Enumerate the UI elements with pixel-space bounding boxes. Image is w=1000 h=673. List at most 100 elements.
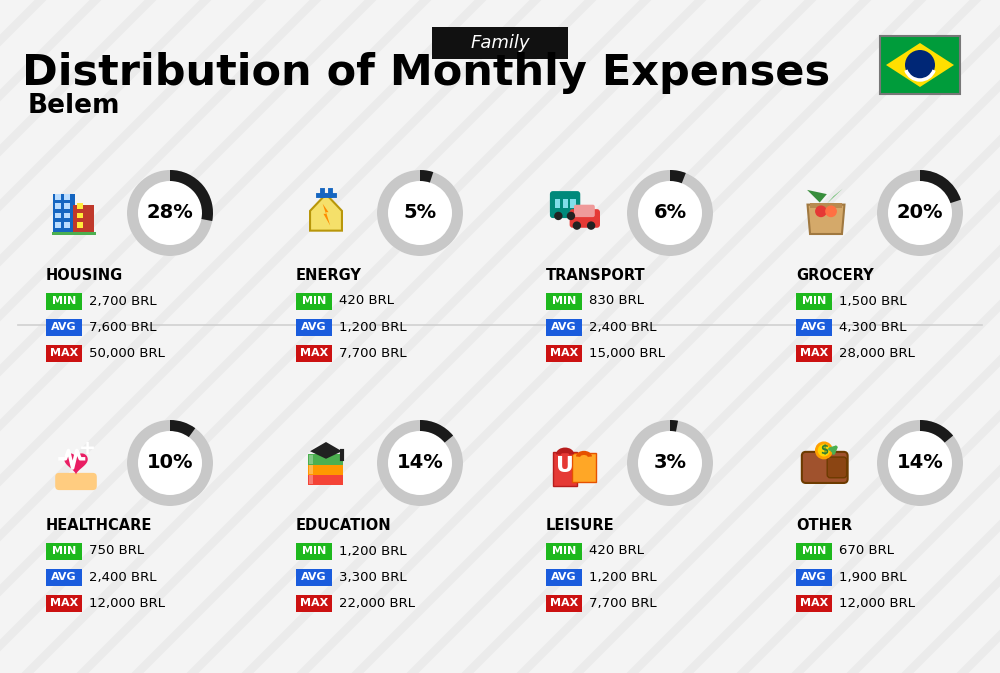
Text: 28,000 BRL: 28,000 BRL (839, 347, 915, 359)
Wedge shape (877, 420, 963, 506)
FancyBboxPatch shape (796, 542, 832, 559)
FancyBboxPatch shape (555, 199, 560, 208)
FancyBboxPatch shape (77, 222, 83, 227)
FancyBboxPatch shape (52, 232, 96, 235)
FancyBboxPatch shape (810, 203, 842, 208)
FancyBboxPatch shape (308, 474, 343, 485)
Circle shape (627, 420, 713, 506)
FancyBboxPatch shape (546, 594, 582, 612)
Text: 14%: 14% (397, 454, 443, 472)
FancyBboxPatch shape (296, 345, 332, 361)
FancyBboxPatch shape (308, 454, 343, 465)
Polygon shape (808, 205, 844, 234)
Text: AVG: AVG (301, 322, 327, 332)
Text: HOUSING: HOUSING (46, 267, 123, 283)
FancyBboxPatch shape (64, 222, 70, 227)
FancyBboxPatch shape (550, 191, 580, 218)
Text: OTHER: OTHER (796, 518, 852, 532)
FancyBboxPatch shape (572, 454, 596, 482)
FancyBboxPatch shape (546, 293, 582, 310)
Circle shape (573, 221, 581, 229)
Circle shape (554, 212, 563, 220)
FancyBboxPatch shape (296, 594, 332, 612)
Text: AVG: AVG (801, 322, 827, 332)
Wedge shape (127, 420, 213, 506)
Circle shape (815, 205, 827, 217)
Polygon shape (827, 188, 843, 204)
Text: 1,500 BRL: 1,500 BRL (839, 295, 907, 308)
FancyBboxPatch shape (296, 542, 332, 559)
Text: 15,000 BRL: 15,000 BRL (589, 347, 665, 359)
Text: 22,000 BRL: 22,000 BRL (339, 596, 415, 610)
Text: 1,200 BRL: 1,200 BRL (339, 320, 407, 334)
Text: 6%: 6% (653, 203, 687, 223)
Text: 5%: 5% (403, 203, 437, 223)
FancyBboxPatch shape (880, 36, 960, 94)
Wedge shape (670, 170, 686, 183)
FancyBboxPatch shape (827, 457, 847, 478)
Text: 420 BRL: 420 BRL (589, 544, 644, 557)
Text: 1,200 BRL: 1,200 BRL (339, 544, 407, 557)
FancyBboxPatch shape (309, 464, 313, 474)
Text: AVG: AVG (801, 572, 827, 582)
Text: Distribution of Monthly Expenses: Distribution of Monthly Expenses (22, 52, 830, 94)
FancyBboxPatch shape (320, 450, 332, 454)
Text: 670 BRL: 670 BRL (839, 544, 894, 557)
FancyBboxPatch shape (64, 203, 70, 209)
Polygon shape (886, 43, 954, 87)
FancyBboxPatch shape (46, 569, 82, 586)
Wedge shape (170, 170, 213, 221)
FancyBboxPatch shape (77, 213, 83, 219)
FancyBboxPatch shape (546, 542, 582, 559)
Wedge shape (127, 170, 213, 256)
Wedge shape (920, 170, 961, 203)
Text: Family: Family (470, 34, 530, 52)
FancyBboxPatch shape (546, 345, 582, 361)
Text: U: U (556, 456, 574, 476)
Wedge shape (877, 170, 963, 256)
Text: 1,200 BRL: 1,200 BRL (589, 571, 657, 583)
Circle shape (905, 50, 935, 80)
Text: 50,000 BRL: 50,000 BRL (89, 347, 165, 359)
Text: AVG: AVG (301, 572, 327, 582)
Circle shape (127, 170, 213, 256)
FancyBboxPatch shape (432, 27, 568, 59)
FancyBboxPatch shape (73, 205, 94, 234)
Text: EDUCATION: EDUCATION (296, 518, 392, 532)
FancyBboxPatch shape (46, 345, 82, 361)
Text: MAX: MAX (800, 598, 828, 608)
Text: MIN: MIN (802, 296, 826, 306)
FancyBboxPatch shape (796, 594, 832, 612)
FancyBboxPatch shape (802, 452, 848, 483)
Circle shape (587, 221, 595, 229)
Polygon shape (64, 454, 88, 474)
Wedge shape (920, 420, 953, 443)
Polygon shape (807, 190, 827, 203)
Wedge shape (420, 420, 453, 443)
Text: 12,000 BRL: 12,000 BRL (89, 596, 165, 610)
Wedge shape (377, 420, 463, 506)
FancyBboxPatch shape (55, 194, 61, 200)
Circle shape (877, 170, 963, 256)
Text: GROCERY: GROCERY (796, 267, 874, 283)
FancyBboxPatch shape (309, 474, 313, 484)
FancyBboxPatch shape (309, 454, 313, 464)
Text: 750 BRL: 750 BRL (89, 544, 144, 557)
Wedge shape (627, 420, 713, 506)
Text: HEALTHCARE: HEALTHCARE (46, 518, 152, 532)
FancyBboxPatch shape (553, 452, 577, 486)
Text: AVG: AVG (551, 572, 577, 582)
FancyBboxPatch shape (570, 199, 576, 208)
Text: MIN: MIN (302, 546, 326, 556)
Text: MAX: MAX (300, 598, 328, 608)
FancyBboxPatch shape (55, 473, 97, 490)
FancyBboxPatch shape (570, 209, 600, 227)
Text: MIN: MIN (52, 296, 76, 306)
Text: MIN: MIN (52, 546, 76, 556)
FancyBboxPatch shape (796, 293, 832, 310)
Text: MAX: MAX (800, 348, 828, 358)
Circle shape (377, 170, 463, 256)
FancyBboxPatch shape (46, 594, 82, 612)
Text: LEISURE: LEISURE (546, 518, 615, 532)
Circle shape (825, 205, 837, 217)
